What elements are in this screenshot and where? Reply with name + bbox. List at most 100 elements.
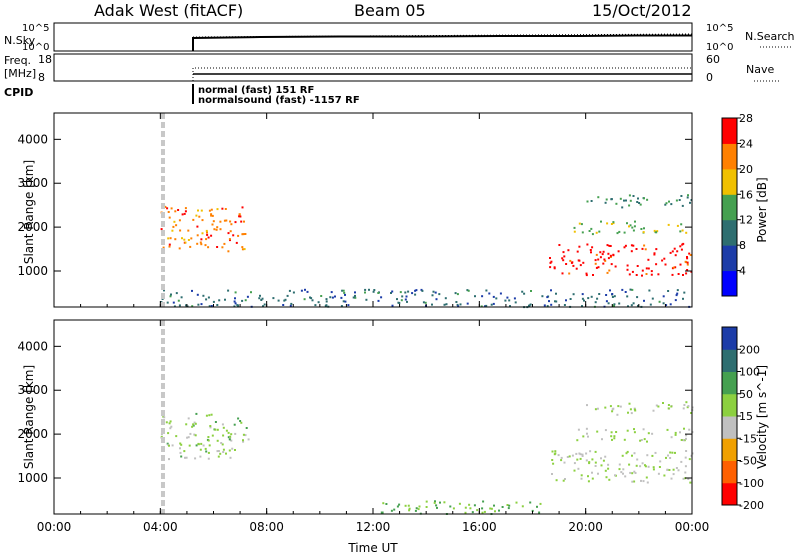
radar-cell xyxy=(262,305,264,308)
radar-cell xyxy=(591,477,594,480)
radar-cell xyxy=(168,422,171,425)
radar-cell xyxy=(390,509,393,512)
radar-cell xyxy=(590,295,593,298)
colorbar-tick-label: -100 xyxy=(739,477,764,490)
radar-cell xyxy=(214,421,217,423)
y-tick-label: 2000 xyxy=(17,220,48,234)
radar-cell xyxy=(261,297,264,300)
radar-cell xyxy=(488,292,491,295)
radar-cell xyxy=(200,442,203,445)
radar-cell xyxy=(191,305,194,308)
radar-cell xyxy=(191,289,193,292)
radar-cell xyxy=(633,225,636,228)
radar-cell xyxy=(494,510,496,513)
radar-cell xyxy=(393,508,396,511)
radar-cell xyxy=(595,231,598,234)
radar-cell xyxy=(674,266,677,269)
radar-cell xyxy=(396,298,398,301)
radar-cell xyxy=(572,264,575,267)
radar-cell xyxy=(640,439,643,441)
radar-cell xyxy=(568,272,571,275)
radar-cell xyxy=(610,198,613,201)
radar-cell xyxy=(672,266,675,269)
radar-cell xyxy=(580,474,583,477)
radar-cell xyxy=(611,296,614,298)
radar-cell xyxy=(237,417,240,420)
radar-cell xyxy=(424,301,427,304)
radar-cell xyxy=(631,226,634,229)
radar-echo-region xyxy=(576,427,694,443)
radar-cell xyxy=(611,410,614,413)
radar-cell xyxy=(663,257,666,260)
radar-cell xyxy=(229,220,232,223)
radar-cell xyxy=(655,231,658,234)
y-tick-label: 3000 xyxy=(17,383,48,397)
radar-cell xyxy=(207,457,210,460)
y-tick-label: 4000 xyxy=(17,339,48,353)
radar-cell xyxy=(618,463,621,466)
radar-cell xyxy=(495,297,498,300)
radar-cell xyxy=(664,263,667,266)
radar-cell xyxy=(590,200,593,202)
radar-cell xyxy=(675,294,678,297)
radar-cell xyxy=(221,246,224,249)
radar-echo-region xyxy=(586,401,694,416)
radar-cell xyxy=(602,459,605,462)
radar-cell xyxy=(242,440,245,443)
radar-cell xyxy=(244,434,247,437)
radar-cell xyxy=(204,447,207,450)
radar-cell xyxy=(655,263,658,266)
radar-cell xyxy=(204,244,207,247)
radar-cell xyxy=(219,452,222,455)
radar-cell xyxy=(677,273,680,275)
radar-cell xyxy=(651,454,654,457)
radar-cell xyxy=(206,231,208,234)
radar-cell xyxy=(168,444,170,447)
radar-cell xyxy=(169,295,172,298)
radar-cell xyxy=(636,201,639,203)
radar-cell xyxy=(625,199,627,202)
radar-cell xyxy=(608,478,611,481)
radar-cell xyxy=(160,435,163,438)
radar-cell xyxy=(306,290,309,293)
radar-cell xyxy=(195,412,198,415)
radar-cell xyxy=(404,298,407,301)
radar-cell xyxy=(235,241,238,244)
radar-cell xyxy=(580,477,583,480)
radar-cell xyxy=(611,293,614,295)
radar-cell xyxy=(609,405,612,408)
radar-cell xyxy=(553,453,556,456)
radar-cell xyxy=(443,303,446,306)
radar-cell xyxy=(689,254,692,256)
velocity-colorbar: 200 100 50 15 -15 -50 -100 -200 xyxy=(721,326,764,512)
radar-cell xyxy=(228,449,231,452)
radar-cell xyxy=(670,405,673,408)
radar-cell xyxy=(680,439,683,441)
radar-cell xyxy=(184,210,187,213)
radar-cell xyxy=(637,304,639,307)
radar-cell xyxy=(647,258,650,261)
radar-cell xyxy=(179,229,182,232)
radar-cell xyxy=(641,462,644,465)
radar-cell xyxy=(181,237,183,240)
radar-cell xyxy=(591,471,593,474)
radar-cell xyxy=(213,228,216,231)
radar-cell xyxy=(324,304,327,307)
radar-cell xyxy=(241,233,244,236)
radar-cell xyxy=(210,214,213,217)
radar-cell xyxy=(216,304,219,306)
radar-cell xyxy=(499,292,502,295)
radar-cell xyxy=(347,304,350,307)
radar-cell xyxy=(354,296,357,299)
radar-cell xyxy=(196,293,199,296)
radar-cell xyxy=(628,402,631,405)
radar-cell xyxy=(575,452,578,455)
radar-cell xyxy=(506,296,509,299)
radar-cell xyxy=(543,304,546,307)
radar-cell xyxy=(630,304,633,307)
radar-cell xyxy=(686,257,689,260)
radar-cell xyxy=(509,305,511,308)
radar-cell xyxy=(587,297,590,300)
radar-cell xyxy=(514,301,517,304)
colorbar-segment xyxy=(722,349,737,372)
